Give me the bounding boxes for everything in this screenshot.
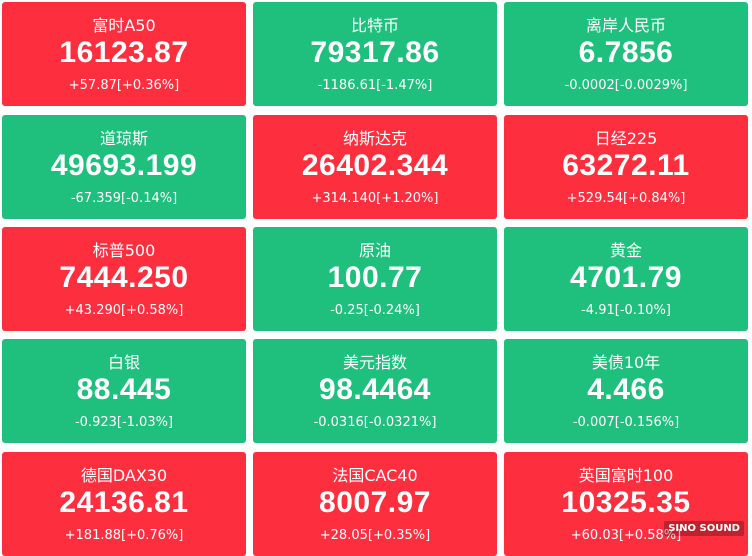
- price-change: -0.923[-1.03%]: [74, 415, 174, 430]
- instrument-name: 道琼斯: [99, 129, 148, 148]
- price-change: +181.88[+0.76%]: [64, 528, 184, 543]
- instrument-name: 富时A50: [92, 16, 156, 35]
- instrument-name: 美元指数: [342, 353, 407, 372]
- price: 79317.86: [310, 36, 440, 69]
- price: 26402.344: [301, 149, 449, 182]
- quote-tile[interactable]: 法国CAC40 8007.97 +28.05[+0.35%]: [253, 452, 497, 556]
- price-change: +43.290[+0.58%]: [64, 303, 184, 318]
- quote-tile[interactable]: 美债10年 4.466 -0.007[-0.156%]: [504, 339, 748, 443]
- price: 6.7856: [578, 36, 674, 69]
- price-change: +57.87[+0.36%]: [68, 78, 180, 93]
- quote-tile[interactable]: 英国富时100 10325.35 +60.03[+0.58%]: [504, 452, 748, 556]
- quote-tile[interactable]: 白银 88.445 -0.923[-1.03%]: [2, 339, 246, 443]
- price-change: +314.140[+1.20%]: [311, 191, 439, 206]
- instrument-name: 纳斯达克: [342, 129, 407, 148]
- price: 7444.250: [59, 261, 189, 294]
- price-change: -67.359[-0.14%]: [70, 191, 178, 206]
- price: 4.466: [587, 373, 665, 406]
- quote-tile[interactable]: 德国DAX30 24136.81 +181.88[+0.76%]: [2, 452, 246, 556]
- price-change: -0.0316[-0.0321%]: [313, 415, 437, 430]
- price: 63272.11: [562, 149, 690, 182]
- quote-tile[interactable]: 日经225 63272.11 +529.54[+0.84%]: [504, 115, 748, 219]
- price-change: -4.91[-0.10%]: [581, 303, 671, 318]
- quote-tile[interactable]: 美元指数 98.4464 -0.0316[-0.0321%]: [253, 339, 497, 443]
- instrument-name: 英国富时100: [578, 466, 674, 485]
- quote-tile[interactable]: 黄金 4701.79 -4.91[-0.10%]: [504, 227, 748, 331]
- price: 100.77: [327, 261, 423, 294]
- quote-tile[interactable]: 道琼斯 49693.199 -67.359[-0.14%]: [2, 115, 246, 219]
- instrument-name: 日经225: [594, 129, 658, 148]
- price: 98.4464: [319, 373, 431, 406]
- quote-tile[interactable]: 离岸人民币 6.7856 -0.0002[-0.0029%]: [504, 2, 748, 106]
- instrument-name: 德国DAX30: [80, 466, 168, 485]
- price-change: -0.0002[-0.0029%]: [564, 78, 688, 93]
- instrument-name: 黄金: [609, 241, 642, 260]
- quote-tile[interactable]: 标普500 7444.250 +43.290[+0.58%]: [2, 227, 246, 331]
- price: 88.445: [76, 373, 172, 406]
- instrument-name: 原油: [358, 241, 391, 260]
- instrument-name: 美债10年: [591, 353, 661, 372]
- price: 8007.97: [319, 486, 431, 519]
- quote-tile[interactable]: 原油 100.77 -0.25[-0.24%]: [253, 227, 497, 331]
- watermark: SINO SOUND: [664, 521, 744, 536]
- price-change: -1186.61[-1.47%]: [317, 78, 433, 93]
- quote-tile[interactable]: 比特币 79317.86 -1186.61[-1.47%]: [253, 2, 497, 106]
- quote-tile[interactable]: 纳斯达克 26402.344 +314.140[+1.20%]: [253, 115, 497, 219]
- instrument-name: 比特币: [350, 16, 399, 35]
- price: 24136.81: [59, 486, 189, 519]
- price: 49693.199: [50, 149, 198, 182]
- price-change: -0.25[-0.24%]: [330, 303, 420, 318]
- price: 10325.35: [561, 486, 691, 519]
- price: 4701.79: [570, 261, 682, 294]
- instrument-name: 离岸人民币: [585, 16, 666, 35]
- instrument-name: 标普500: [92, 241, 156, 260]
- price-change: -0.007[-0.156%]: [572, 415, 680, 430]
- price-change: +529.54[+0.84%]: [566, 191, 686, 206]
- instrument-name: 白银: [107, 353, 140, 372]
- price-change: +28.05[+0.35%]: [319, 528, 431, 543]
- price: 16123.87: [59, 36, 189, 69]
- price-change: +60.03[+0.58%]: [570, 528, 682, 543]
- instrument-name: 法国CAC40: [332, 466, 418, 485]
- quote-tile[interactable]: 富时A50 16123.87 +57.87[+0.36%]: [2, 2, 246, 106]
